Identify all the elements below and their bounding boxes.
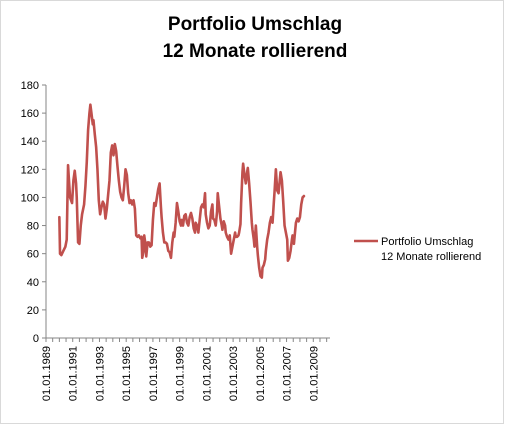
y-axis: 0 20 40 60 80 100 120 140 160 180	[21, 80, 47, 345]
series-area	[58, 103, 306, 279]
x-tick-label: 01.01.2005	[255, 346, 267, 401]
x-tick-label: 01.01.1993	[94, 346, 106, 401]
x-tick-label: 01.01.2007	[282, 346, 294, 401]
y-tick-label: 140	[21, 136, 39, 148]
legend: Portfolio Umschlag 12 Monate rollierend	[354, 236, 481, 263]
x-tick-label: 01.01.1991	[68, 346, 80, 401]
legend-label: Portfolio Umschlag 12 Monate rollierend	[381, 236, 481, 263]
x-tick-label: 01.01.1999	[175, 346, 187, 401]
y-tick-label: 80	[27, 221, 39, 233]
y-tick-label: 60	[27, 249, 39, 261]
x-tick-label: 01.01.1995	[121, 346, 133, 401]
chart-title-line-1: Portfolio Umschlag	[168, 14, 342, 35]
y-tick-label: 120	[21, 164, 39, 176]
legend-label-line: 12 Monate rollierend	[381, 251, 481, 263]
x-tick-label: 01.01.1989	[41, 346, 53, 401]
x-tick-label: 01.01.2009	[308, 346, 320, 401]
x-axis: 01.01.1989 01.01.1991 01.01.1993 01.01.1995…	[41, 337, 330, 401]
y-tick-label: 160	[21, 108, 39, 120]
y-tick-label: 20	[27, 305, 39, 317]
x-tick-label: 01.01.2001	[201, 346, 213, 401]
x-tick-label: 01.01.2003	[228, 346, 240, 401]
y-tick-label: 100	[21, 192, 39, 204]
x-tick-label: 01.01.1997	[148, 346, 160, 401]
y-tick-label: 40	[27, 277, 39, 289]
legend-label-line: Portfolio Umschlag	[381, 236, 473, 248]
y-tick-label: 180	[21, 80, 39, 92]
y-tick-label: 0	[33, 333, 39, 345]
chart-title-line-2: 12 Monate rollierend	[163, 41, 348, 62]
series-line	[58, 103, 306, 279]
